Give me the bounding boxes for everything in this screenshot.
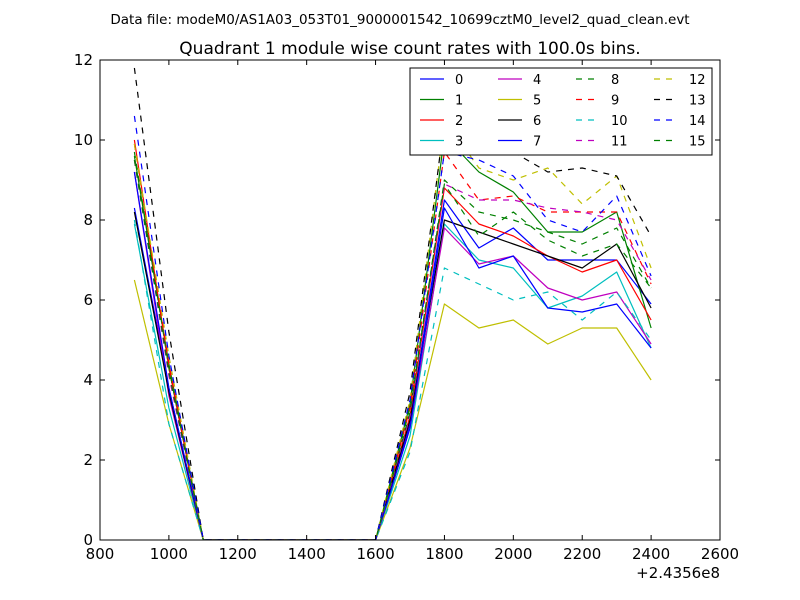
legend-label-11: 11 [611, 135, 628, 150]
series-line-5 [133, 279, 652, 540]
data-file-label: Data file: modeM0/AS1A03_053T01_90000015… [110, 12, 689, 28]
y-tick-label: 12 [74, 51, 93, 69]
legend-label-3: 3 [455, 135, 463, 150]
legend-label-12: 12 [689, 73, 706, 88]
x-tick-label: 2400 [632, 545, 670, 563]
legend-label-7: 7 [533, 135, 541, 150]
legend-box [409, 67, 713, 156]
x-tick-label: 2200 [563, 545, 601, 563]
x-tick-label: 1400 [288, 545, 326, 563]
series-line-15 [133, 159, 652, 540]
series-line-12 [133, 119, 652, 540]
axes: 800 1000 1200 1400 1600 1800 2000 2200 2400 2600 0… [74, 51, 739, 563]
legend-label-1: 1 [455, 94, 463, 109]
y-tick-label: 8 [83, 211, 93, 229]
x-tick-label: 1200 [219, 545, 257, 563]
legend-label-6: 6 [533, 114, 541, 129]
legend-label-9: 9 [611, 94, 619, 109]
legend-label-8: 8 [611, 73, 619, 88]
series-line-7 [133, 171, 652, 540]
y-tick-label: 10 [74, 131, 93, 149]
legend-label-5: 5 [533, 94, 541, 109]
y-tick-label: 2 [83, 451, 93, 469]
x-offset-label: +2.4356e8 [636, 564, 720, 582]
chart-title: Quadrant 1 module wise count rates with … [179, 39, 640, 59]
y-tick-label: 4 [83, 371, 93, 389]
legend-label-2: 2 [455, 114, 463, 129]
series-line-8 [133, 151, 652, 540]
series-line-3 [133, 223, 652, 540]
x-tick-label: 1800 [425, 545, 463, 563]
series-line-6 [133, 211, 652, 540]
legend-label-14: 14 [689, 114, 706, 129]
x-tick-label: 1000 [150, 545, 188, 563]
legend-label-4: 4 [533, 73, 541, 88]
legend-label-13: 13 [689, 94, 706, 109]
x-tick-label: 1600 [356, 545, 394, 563]
y-tick-label: 6 [83, 291, 93, 309]
series-layer [133, 67, 652, 540]
series-line-9 [133, 143, 652, 540]
x-tick-label: 2000 [494, 545, 532, 563]
series-line-14 [133, 115, 652, 540]
legend-label-15: 15 [689, 135, 706, 150]
series-line-10 [133, 219, 652, 540]
series-line-11 [133, 159, 652, 540]
x-tick-label: 2600 [701, 545, 739, 563]
legend-label-0: 0 [455, 73, 463, 88]
legend-label-10: 10 [611, 114, 628, 129]
y-tick-label: 0 [83, 531, 93, 549]
x-tick-label: 800 [86, 545, 115, 563]
series-line-13 [133, 67, 652, 540]
